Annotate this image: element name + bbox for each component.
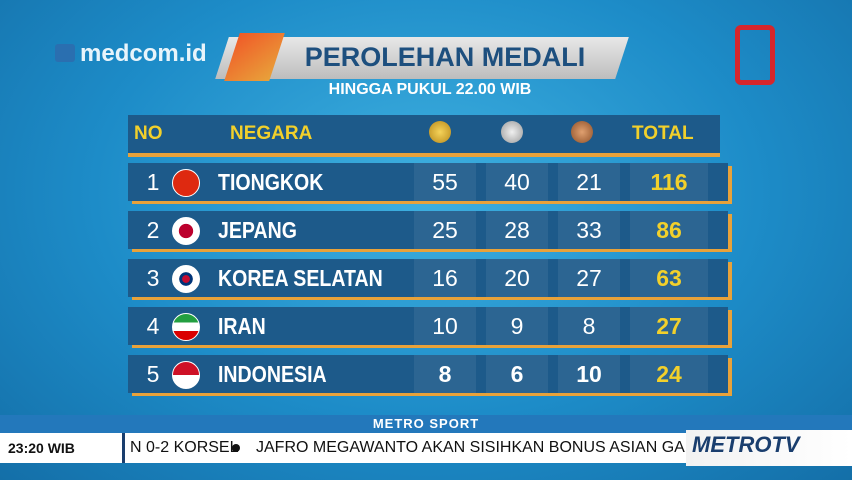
time: 23:20 WIB <box>8 440 75 456</box>
table-row: 1 TIONGKOK 55 40 21 116 <box>128 163 728 201</box>
column-shade <box>414 259 476 297</box>
subtitle: HINGGA PUKUL 22.00 WIB <box>328 81 532 98</box>
silver-icon <box>501 121 523 143</box>
column-shade <box>630 211 708 249</box>
table-header <box>128 115 720 153</box>
column-shade <box>558 163 620 201</box>
column-shade <box>558 307 620 345</box>
medal-count: 28 <box>504 217 530 243</box>
column-shade <box>486 355 548 393</box>
flag <box>172 361 200 389</box>
total: 63 <box>656 265 682 291</box>
country: IRAN <box>218 313 266 339</box>
table-row: 5 INDONESIA 8 6 10 24 <box>128 355 728 393</box>
ticker-item: N 0-2 KORSEL <box>130 439 239 456</box>
channel-part: TV <box>771 432 800 457</box>
country: INDONESIA <box>218 361 327 387</box>
column-shade <box>630 307 708 345</box>
channel-logo: METROTV <box>692 432 800 458</box>
medal-count: 55 <box>432 169 458 195</box>
column-shade <box>630 163 708 201</box>
column-shade <box>558 259 620 297</box>
logo-icon <box>55 44 75 62</box>
medal-count: 9 <box>510 313 524 339</box>
column-shade <box>414 307 476 345</box>
total: 86 <box>656 217 682 243</box>
ticker-dot <box>232 444 240 452</box>
header-total: TOTAL <box>632 123 694 144</box>
medal-count: 25 <box>432 217 458 243</box>
column-shade <box>414 163 476 201</box>
medal-count: 10 <box>576 361 602 387</box>
channel-box <box>686 430 852 466</box>
country: TIONGKOK <box>218 169 324 195</box>
column-shade <box>486 259 548 297</box>
medal-count: 8 <box>582 313 596 339</box>
flag <box>172 169 200 197</box>
table-row: 4 IRAN 10 9 8 27 <box>128 307 728 345</box>
column-shade <box>486 211 548 249</box>
table-row: 2 JEPANG 25 28 33 86 <box>128 211 728 249</box>
medal-count: 20 <box>504 265 530 291</box>
total: 116 <box>650 169 688 195</box>
total: 24 <box>656 361 682 387</box>
title: PEROLEHAN MEDALI <box>304 42 586 72</box>
rank: 5 <box>146 361 160 387</box>
column-shade <box>558 211 620 249</box>
column-shade <box>414 355 476 393</box>
channel-part: METRO <box>692 432 772 457</box>
medal-count: 10 <box>432 313 458 339</box>
medal-count: 16 <box>432 265 458 291</box>
program-bar <box>0 415 852 433</box>
column-shade <box>630 259 708 297</box>
column-shade <box>630 355 708 393</box>
total: 27 <box>656 313 682 339</box>
column-shade <box>486 163 548 201</box>
column-shade <box>414 211 476 249</box>
rank: 3 <box>146 265 160 291</box>
gold-icon <box>429 121 451 143</box>
flag <box>172 217 200 245</box>
time-box <box>0 433 125 463</box>
country: KOREA SELATAN <box>218 265 383 291</box>
medal-count: 21 <box>576 169 602 195</box>
flag <box>172 313 200 341</box>
medal-count: 27 <box>576 265 602 291</box>
header-country: NEGARA <box>230 123 313 144</box>
header-rank: NO <box>134 123 163 144</box>
flag <box>172 265 200 293</box>
rank: 1 <box>146 169 160 195</box>
medal-count: 6 <box>510 361 524 387</box>
medal-count: 8 <box>438 361 452 387</box>
rank: 4 <box>146 313 160 339</box>
column-shade <box>486 307 548 345</box>
bronze-icon <box>571 121 593 143</box>
anniversary-logo <box>735 25 775 85</box>
medal-count: 33 <box>576 217 602 243</box>
rank: 2 <box>146 217 160 243</box>
column-shade <box>558 355 620 393</box>
logo: medcom.id <box>80 40 207 67</box>
medal-count: 40 <box>504 169 530 195</box>
ticker-item: JAFRO MEGAWANTO AKAN SISIHKAN BONUS ASIA… <box>256 439 686 456</box>
country: JEPANG <box>218 217 297 243</box>
program: METRO SPORT <box>372 416 480 431</box>
table-row: 3 KOREA SELATAN 16 20 27 63 <box>128 259 728 297</box>
